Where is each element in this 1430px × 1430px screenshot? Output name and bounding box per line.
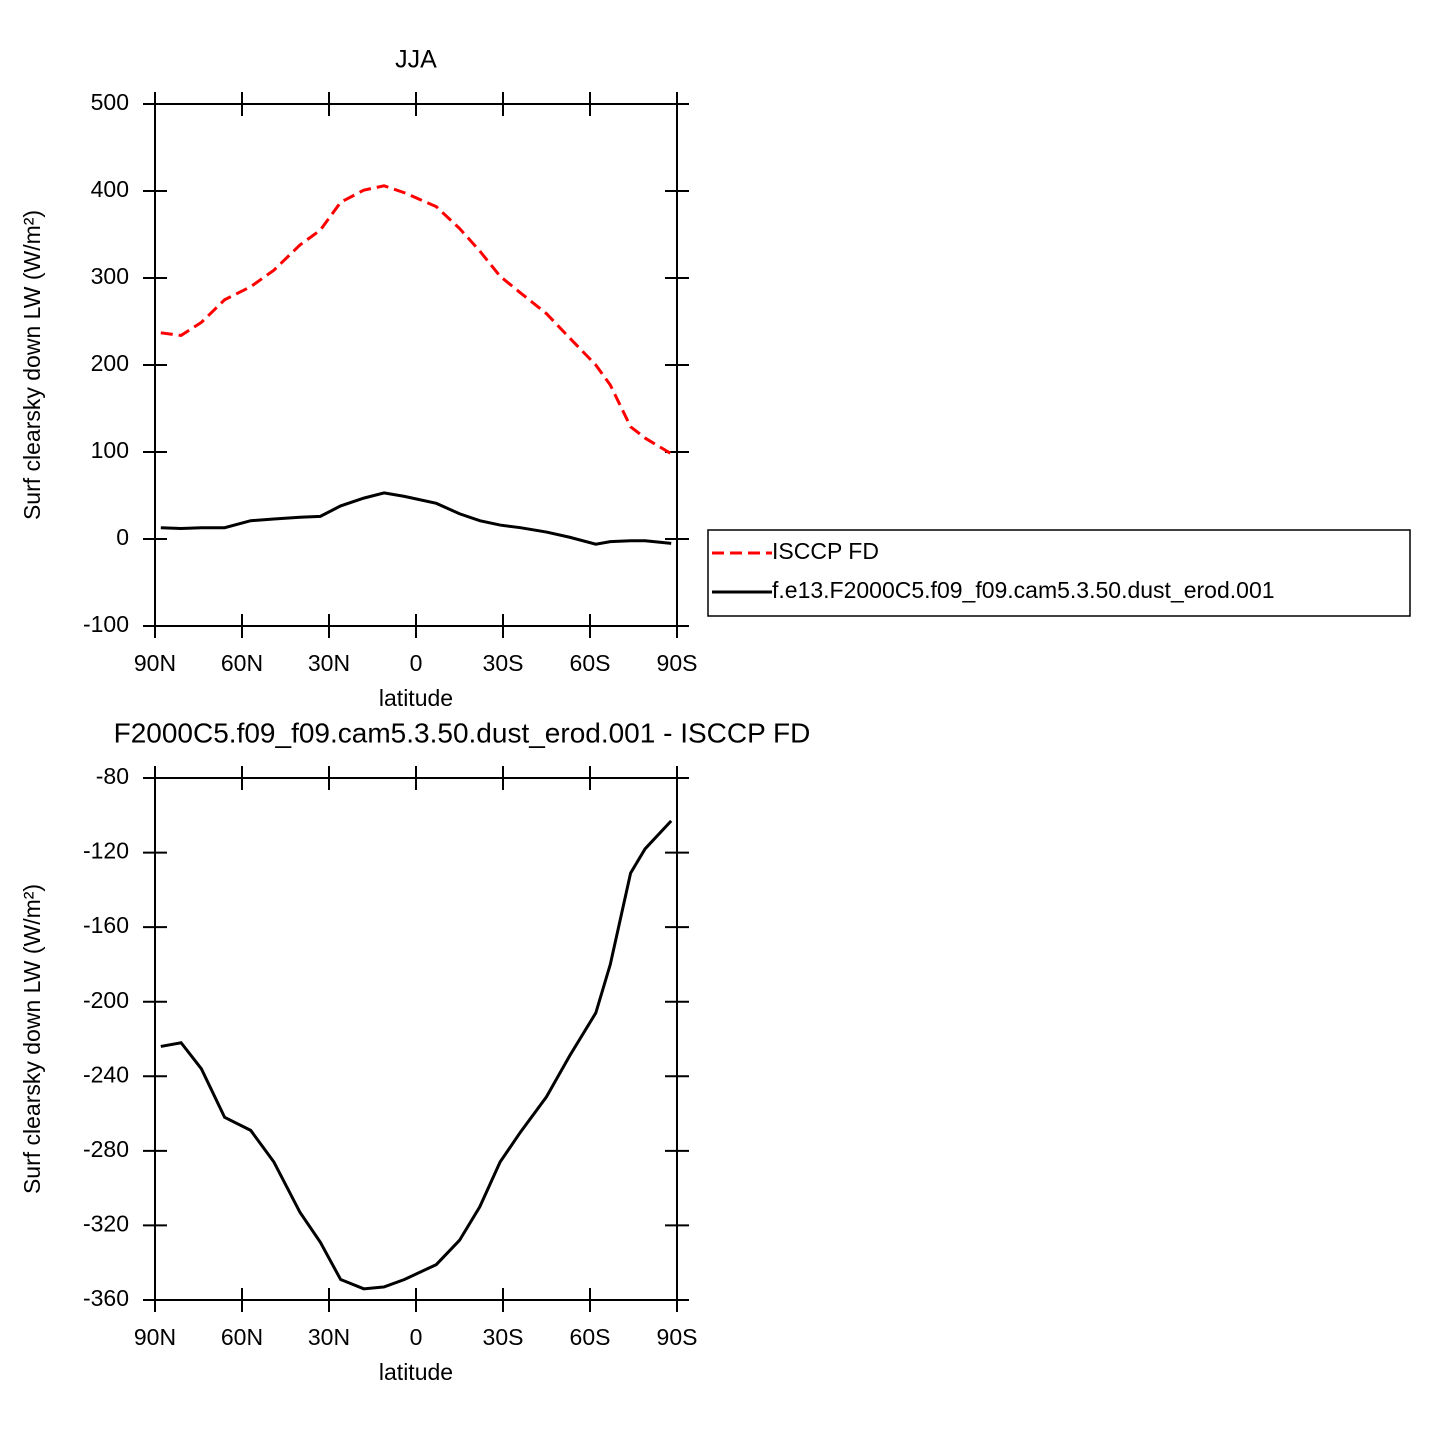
x-tick-label: 30S <box>483 1324 524 1350</box>
x-tick-label: 90N <box>134 650 176 676</box>
y-tick-label: 300 <box>91 263 129 289</box>
x-tick-label: 60S <box>570 1324 611 1350</box>
y-tick-label: -160 <box>83 912 129 938</box>
y-tick-label: -280 <box>83 1136 129 1162</box>
legend-box <box>707 529 1411 617</box>
legend-label: f.e13.F2000C5.f09_f09.cam5.3.50.dust_ero… <box>772 577 1275 603</box>
y-tick-label: -100 <box>83 611 129 637</box>
y-tick-label: 0 <box>116 524 129 550</box>
x-axis-label: latitude <box>379 685 453 711</box>
plot-frame <box>154 777 678 1301</box>
y-axis-label: Surf clearsky down LW (W/m²) <box>19 210 45 520</box>
data-line <box>160 491 672 546</box>
y-tick-label: -200 <box>83 987 129 1013</box>
y-tick-label: 400 <box>91 176 129 202</box>
x-tick-label: 30N <box>308 650 350 676</box>
plot-frame <box>154 103 678 627</box>
y-tick-label: -80 <box>96 763 129 789</box>
x-axis-label: latitude <box>379 1359 453 1385</box>
y-tick-label: 200 <box>91 350 129 376</box>
data-line <box>160 184 672 456</box>
y-tick-label: 100 <box>91 437 129 463</box>
y-tick-label: -120 <box>83 838 129 864</box>
y-tick-label: 500 <box>91 89 129 115</box>
x-tick-label: 60N <box>221 650 263 676</box>
x-tick-label: 0 <box>410 1324 423 1350</box>
chart-title: JJA <box>395 46 437 74</box>
y-tick-label: -240 <box>83 1061 129 1087</box>
x-tick-label: 60N <box>221 1324 263 1350</box>
x-tick-label: 90N <box>134 1324 176 1350</box>
legend-label: ISCCP FD <box>772 538 879 564</box>
y-axis-label: Surf clearsky down LW (W/m²) <box>19 884 45 1194</box>
x-tick-label: 30N <box>308 1324 350 1350</box>
x-tick-label: 60S <box>570 650 611 676</box>
chart-title: F2000C5.f09_f09.cam5.3.50.dust_erod.001 … <box>114 717 811 748</box>
x-tick-label: 90S <box>657 1324 698 1350</box>
y-tick-label: -360 <box>83 1285 129 1311</box>
x-tick-label: 0 <box>410 650 423 676</box>
x-tick-label: 90S <box>657 650 698 676</box>
data-line <box>160 819 673 1291</box>
y-tick-label: -320 <box>83 1211 129 1237</box>
x-tick-label: 30S <box>483 650 524 676</box>
